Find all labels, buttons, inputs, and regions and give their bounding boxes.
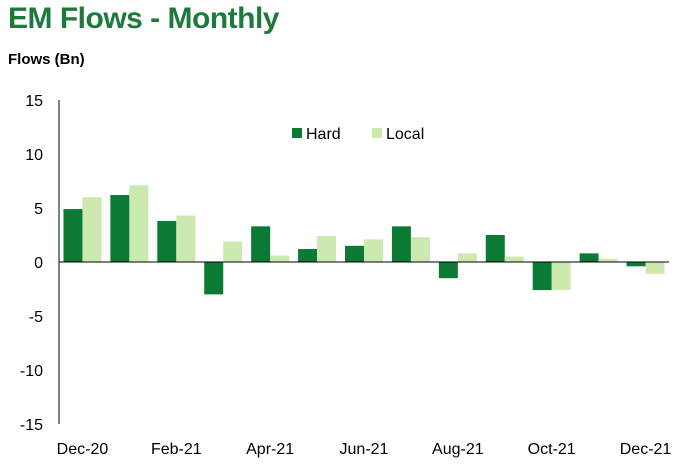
y-tick-label: 0 — [34, 255, 43, 272]
bar-local-oct-21 — [551, 262, 571, 291]
bar-local-may-21 — [317, 236, 337, 262]
bar-local-jun-21 — [364, 239, 383, 262]
x-axis-ticks: Dec-20 Feb-21 Apr-21 Jun-21 Aug-21 Oct-21 Dec-… — [57, 441, 672, 458]
bar-local-feb-21 — [176, 215, 196, 262]
legend: Hard Local — [292, 126, 424, 143]
x-tick-label: Feb-21 — [151, 441, 202, 458]
legend-label-hard: Hard — [306, 126, 341, 143]
y-axis-label: Flows (Bn) — [8, 51, 85, 68]
legend-swatch-hard — [292, 128, 302, 138]
bar-local-dec-21 — [645, 262, 665, 274]
y-tick-label: -15 — [20, 417, 43, 434]
legend-swatch-local — [372, 128, 382, 138]
y-axis-ticks: 15 10 5 0 -5 -10 -15 — [20, 93, 43, 434]
axes — [58, 100, 669, 424]
bar-hard-apr-21 — [251, 226, 271, 262]
bar-hard-oct-21 — [532, 262, 552, 291]
y-tick-label: 15 — [25, 93, 43, 110]
bar-hard-may-21 — [298, 249, 318, 262]
bar-local-aug-21 — [457, 253, 477, 262]
bar-local-sep-21 — [504, 256, 524, 262]
bar-local-jan-21 — [129, 185, 149, 262]
bar-hard-mar-21 — [204, 262, 224, 295]
bar-hard-aug-21 — [438, 262, 458, 279]
x-tick-label: Oct-21 — [528, 441, 576, 458]
bar-hard-feb-21 — [157, 220, 177, 262]
bar-hard-nov-21 — [579, 253, 599, 262]
chart-title: EM Flows - Monthly — [8, 2, 279, 35]
bar-hard-dec-21 — [626, 262, 646, 267]
x-tick-label: Jun-21 — [340, 441, 389, 458]
x-tick-label: Dec-21 — [620, 441, 672, 458]
bar-hard-sep-21 — [485, 235, 505, 262]
legend-label-local: Local — [386, 126, 424, 143]
bar-hard-dec-20 — [63, 209, 83, 262]
bar-local-mar-21 — [223, 241, 243, 262]
bar-hard-jun-21 — [345, 245, 364, 262]
y-tick-label: -10 — [20, 363, 43, 380]
y-tick-label: -5 — [29, 309, 43, 326]
bar-local-jul-21 — [410, 237, 430, 262]
y-tick-label: 5 — [34, 201, 43, 218]
bars — [63, 185, 665, 295]
bar-hard-jan-21 — [110, 195, 130, 262]
bar-hard-jul-21 — [391, 226, 411, 262]
x-tick-label: Apr-21 — [246, 441, 294, 458]
bar-local-nov-21 — [598, 258, 618, 262]
x-tick-label: Aug-21 — [432, 441, 484, 458]
x-tick-label: Dec-20 — [57, 441, 109, 458]
y-tick-label: 10 — [25, 147, 43, 164]
bar-local-apr-21 — [270, 255, 290, 262]
bar-local-dec-20 — [82, 197, 102, 262]
